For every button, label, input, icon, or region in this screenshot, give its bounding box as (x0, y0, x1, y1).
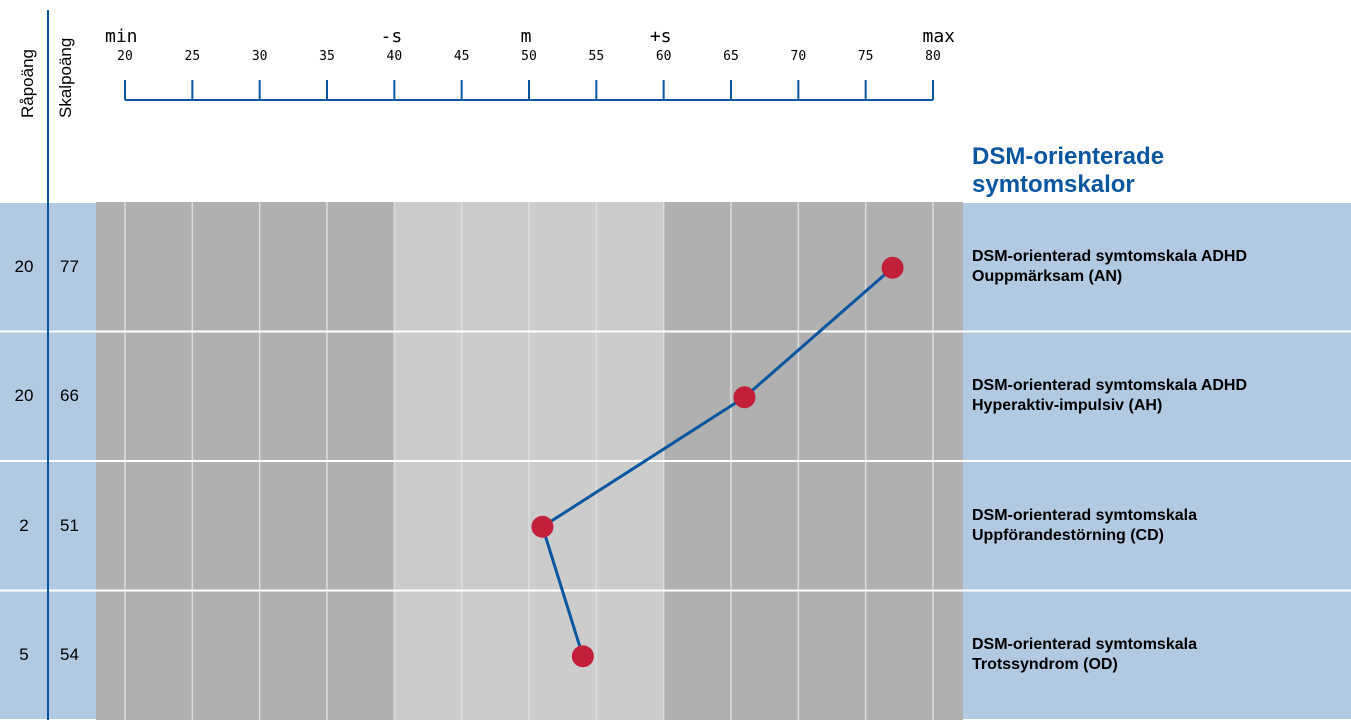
scale-name-line2: Hyperaktiv-impulsiv (AH) (972, 397, 1163, 415)
scale-name-line2: Uppförandestörning (CD) (972, 526, 1164, 544)
scale-name: DSM-orienterad symtomskala ADHD Ouppmärks… (972, 247, 1347, 287)
scaled-score-header: Skalpoäng (56, 37, 75, 118)
profile-segment (541, 395, 746, 529)
tick-label: 70 (791, 49, 807, 64)
row-label-bg (963, 462, 1351, 590)
scale-name-line1: DSM-orienterad symtomskala ADHD (972, 247, 1248, 265)
tick-label: 55 (589, 49, 605, 64)
score-point (531, 515, 554, 538)
band-label: -s (380, 26, 402, 47)
scale-name-line1: DSM-orienterad symtomskala ADHD (972, 377, 1248, 395)
profile-segment (541, 526, 585, 657)
tick-label: 20 (117, 49, 133, 64)
raw-score-header: Råpoäng (18, 48, 37, 118)
raw-score: 20 (14, 256, 34, 276)
band-label: m (521, 26, 532, 47)
tick-label: 35 (319, 49, 335, 64)
band-label: +s (650, 26, 672, 47)
tick-label: 45 (454, 49, 470, 64)
scaled-score: 54 (60, 645, 79, 665)
tick-label: 40 (387, 49, 403, 64)
scale-name: DSM-orienterad symtomskala ADHD Hyperakti… (972, 376, 1347, 416)
raw-score: 20 (14, 386, 34, 406)
score-point (733, 386, 756, 409)
scaled-score: 77 (60, 256, 79, 276)
tick-label: 25 (185, 49, 201, 64)
tick-label: 65 (723, 49, 739, 64)
row-label-bg (963, 591, 1351, 719)
scale-name-line2: Ouppmärksam (AN) (972, 267, 1123, 285)
scale-name-line1: DSM-orienterad symtomskala (972, 506, 1197, 524)
score-point (881, 256, 904, 279)
tick-label: 75 (858, 49, 874, 64)
scaled-score: 51 (60, 515, 79, 535)
tick-label: 80 (925, 49, 941, 64)
section-title: DSM-orienterade symtomskalor (972, 143, 1165, 198)
raw-score: 5 (19, 645, 29, 665)
band-label: max (922, 26, 955, 47)
row-label-bg (963, 332, 1351, 460)
scale-name: DSM-orienterad symtomskala Uppförandestör… (972, 506, 1347, 546)
scaled-score: 66 (60, 386, 79, 406)
tick-label: 30 (252, 49, 268, 64)
scale-name-line2: Trotssyndrom (OD) (972, 656, 1118, 674)
scale-name-line1: DSM-orienterad symtomskala (972, 636, 1197, 654)
tick-label: 60 (656, 49, 672, 64)
tick-label: 50 (521, 49, 537, 64)
band-label: min (105, 26, 138, 47)
scale-name: DSM-orienterad symtomskala Trotssyndrom (… (972, 635, 1347, 675)
score-point (571, 645, 594, 668)
raw-score: 2 (19, 515, 29, 535)
row-label-bg (963, 203, 1351, 331)
profile-segment (743, 266, 894, 399)
